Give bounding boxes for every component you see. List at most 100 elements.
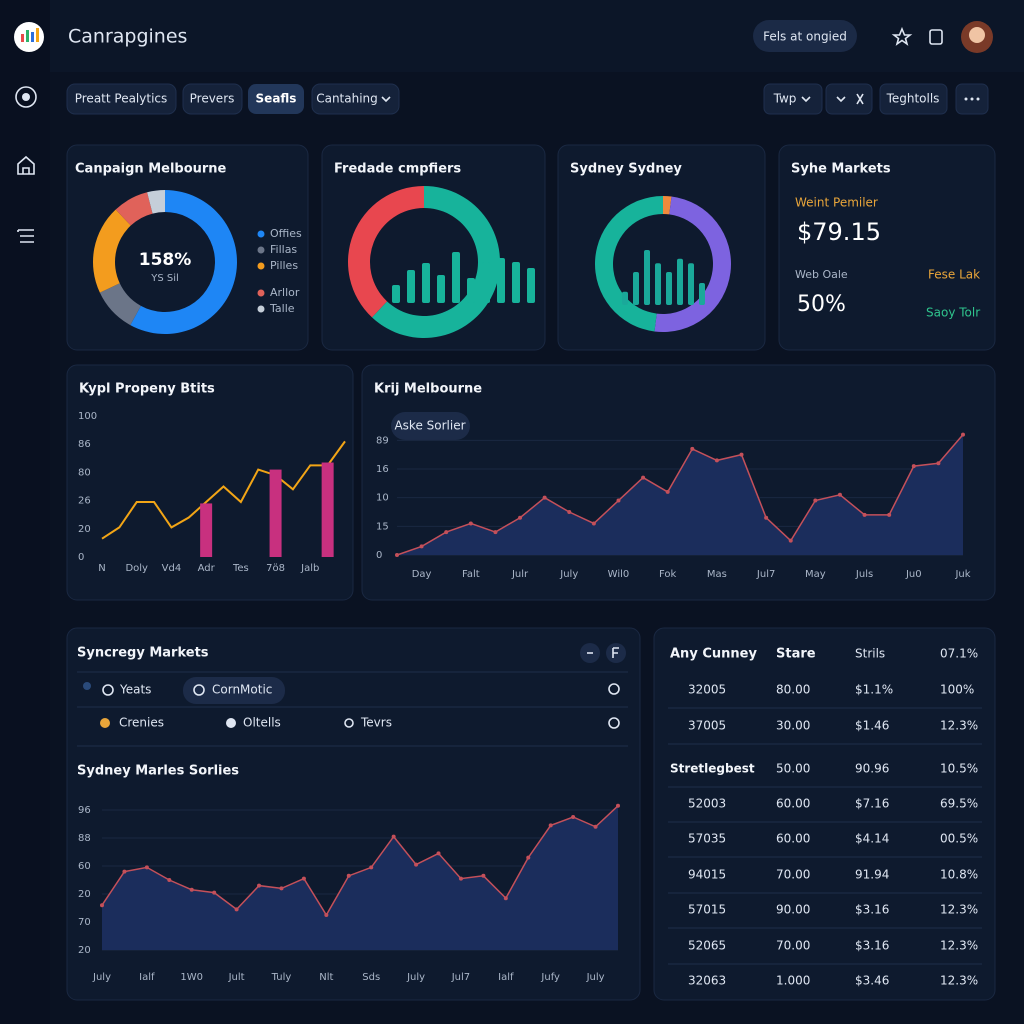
- y-tick-label: 100: [78, 411, 97, 422]
- y-tick-label: 0: [78, 552, 84, 563]
- tab[interactable]: [66, 83, 177, 115]
- point: [593, 824, 598, 829]
- y-tick-label: 60: [78, 861, 91, 872]
- close-icon: [856, 93, 864, 105]
- chevron: [381, 96, 391, 103]
- point: [100, 903, 104, 908]
- button-label[interactable]: Teghtolls: [886, 92, 940, 106]
- point: [616, 498, 621, 503]
- table-cell: 70.00: [776, 868, 810, 882]
- point: [616, 803, 620, 808]
- point: [665, 489, 670, 494]
- point: [911, 464, 916, 469]
- point: [481, 873, 486, 878]
- x-tick-label: May: [805, 569, 826, 580]
- dropdown[interactable]: [311, 83, 400, 115]
- home-icon[interactable]: [17, 155, 35, 175]
- chip[interactable]: [183, 677, 285, 704]
- point: [468, 521, 473, 526]
- item-icon: [344, 718, 354, 728]
- bar: [452, 252, 460, 303]
- y-tick-label: 80: [78, 467, 91, 478]
- card-title: Sydney Sydney: [570, 162, 682, 177]
- table-cell: 37005: [688, 719, 726, 733]
- bar: [666, 272, 672, 305]
- filter-item[interactable]: Tevrs: [360, 716, 392, 730]
- tab-active[interactable]: [248, 84, 304, 114]
- chip-label[interactable]: Aske Sorlier: [394, 419, 465, 433]
- filter-item[interactable]: CornMotic: [212, 683, 272, 697]
- point: [346, 873, 351, 878]
- header-button[interactable]: [753, 20, 857, 52]
- filter-item[interactable]: Yeats: [119, 683, 151, 697]
- donut-segment: [594, 196, 663, 332]
- table-cell: $3.16: [855, 903, 889, 917]
- radio[interactable]: [83, 682, 91, 690]
- legend-dot: [257, 246, 265, 254]
- table-cell: $7.16: [855, 797, 889, 811]
- table-cell: 80.00: [776, 683, 810, 697]
- table-cell: 60.00: [776, 797, 810, 811]
- point: [764, 515, 769, 520]
- dropdown[interactable]: [763, 83, 823, 115]
- x-tick-label: 7ö8: [266, 563, 285, 574]
- x-tick-label: July: [92, 972, 111, 983]
- tab-label[interactable]: Seafls: [256, 92, 297, 106]
- donut-segment: [130, 190, 237, 334]
- x-tick-label: July: [586, 972, 605, 983]
- bar: [269, 469, 282, 557]
- y-tick-label: 89: [376, 435, 389, 446]
- x-tick-label: Doly: [125, 563, 148, 574]
- point: [862, 512, 867, 517]
- card-title: Fredade cmpfiers: [334, 162, 461, 177]
- y-tick-label: 88: [78, 833, 91, 844]
- dropdown-label[interactable]: Cantahing: [316, 92, 378, 106]
- header-button-label[interactable]: Fels at ongied: [763, 30, 847, 44]
- tab-label[interactable]: Preatt Pealytics: [75, 92, 168, 106]
- button[interactable]: [879, 83, 948, 115]
- point: [813, 498, 818, 503]
- table-cell: 50.00: [776, 762, 810, 776]
- nav-icon-dot: [22, 93, 30, 101]
- y-tick-label: 96: [78, 805, 91, 816]
- kpi-note: Fese Lak: [928, 268, 980, 282]
- table-cell: 12.3%: [940, 903, 978, 917]
- item-icon: [100, 718, 110, 728]
- filter-item[interactable]: Oltells: [243, 716, 281, 730]
- table-cell: $4.14: [855, 832, 889, 846]
- nav-icon[interactable]: [15, 86, 37, 108]
- bar: [200, 503, 213, 557]
- area: [102, 805, 618, 950]
- kpi-label: Web Oale: [795, 268, 848, 281]
- table-cell: 57015: [688, 903, 726, 917]
- chip[interactable]: [391, 412, 470, 440]
- doc-icon[interactable]: [929, 29, 943, 45]
- x-tick-label: Jul7: [451, 972, 470, 983]
- star-icon[interactable]: [891, 26, 913, 46]
- point: [144, 865, 149, 870]
- point: [503, 896, 508, 901]
- point: [591, 521, 596, 526]
- kpi-value: 50%: [797, 292, 846, 317]
- search-icon[interactable]: [608, 717, 620, 729]
- point: [391, 834, 396, 839]
- dropdown-label[interactable]: Twp: [773, 92, 797, 106]
- point: [189, 887, 194, 892]
- dropdown[interactable]: [825, 83, 873, 115]
- x-tick-label: Jufy: [540, 972, 560, 983]
- tab-label[interactable]: Prevers: [190, 92, 235, 106]
- filter-item[interactable]: Crenies: [119, 716, 164, 730]
- search-icon[interactable]: [608, 683, 620, 695]
- table-cell: 10.8%: [940, 868, 978, 882]
- point: [837, 492, 842, 497]
- tab[interactable]: [182, 83, 243, 115]
- list-icon[interactable]: [17, 229, 34, 243]
- point: [548, 823, 553, 828]
- bar: [699, 283, 705, 305]
- legend-label: Offies: [270, 227, 302, 240]
- donut-segment: [93, 209, 131, 293]
- table-cell: 00.5%: [940, 832, 978, 846]
- y-tick-label: 15: [376, 521, 389, 532]
- x-tick-label: Jul7: [756, 569, 775, 580]
